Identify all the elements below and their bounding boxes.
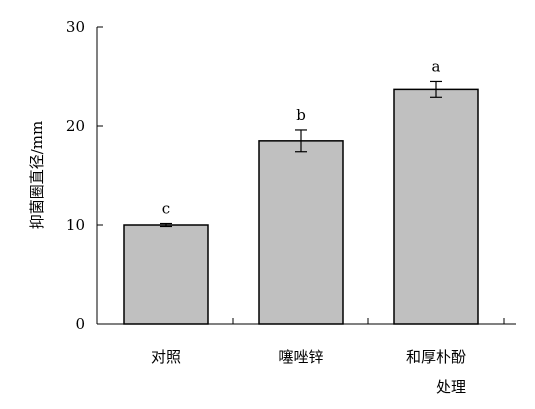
bar xyxy=(123,224,209,325)
y-tick-label: 30 xyxy=(66,18,85,36)
bar xyxy=(393,88,479,325)
y-tick-label: 10 xyxy=(66,216,85,234)
significance-label: a xyxy=(432,57,441,75)
error-bars xyxy=(160,80,442,228)
significance-label: b xyxy=(296,106,306,124)
bar xyxy=(258,140,344,325)
x-category-label: 对照 xyxy=(151,348,181,366)
y-tick-label: 0 xyxy=(75,315,85,333)
y-axis-title: 抑菌圈直径/mm xyxy=(28,121,46,230)
x-axis-title: 处理 xyxy=(436,378,466,396)
bars xyxy=(123,88,479,325)
x-category-label: 噻唑锌 xyxy=(278,348,323,366)
labels: 0 10 20 30 c 对照 b 噻唑锌 a 和厚朴酚 xyxy=(66,18,466,366)
x-category-label: 和厚朴酚 xyxy=(406,348,466,366)
y-tick-label: 20 xyxy=(66,117,85,135)
significance-label: c xyxy=(162,200,170,218)
